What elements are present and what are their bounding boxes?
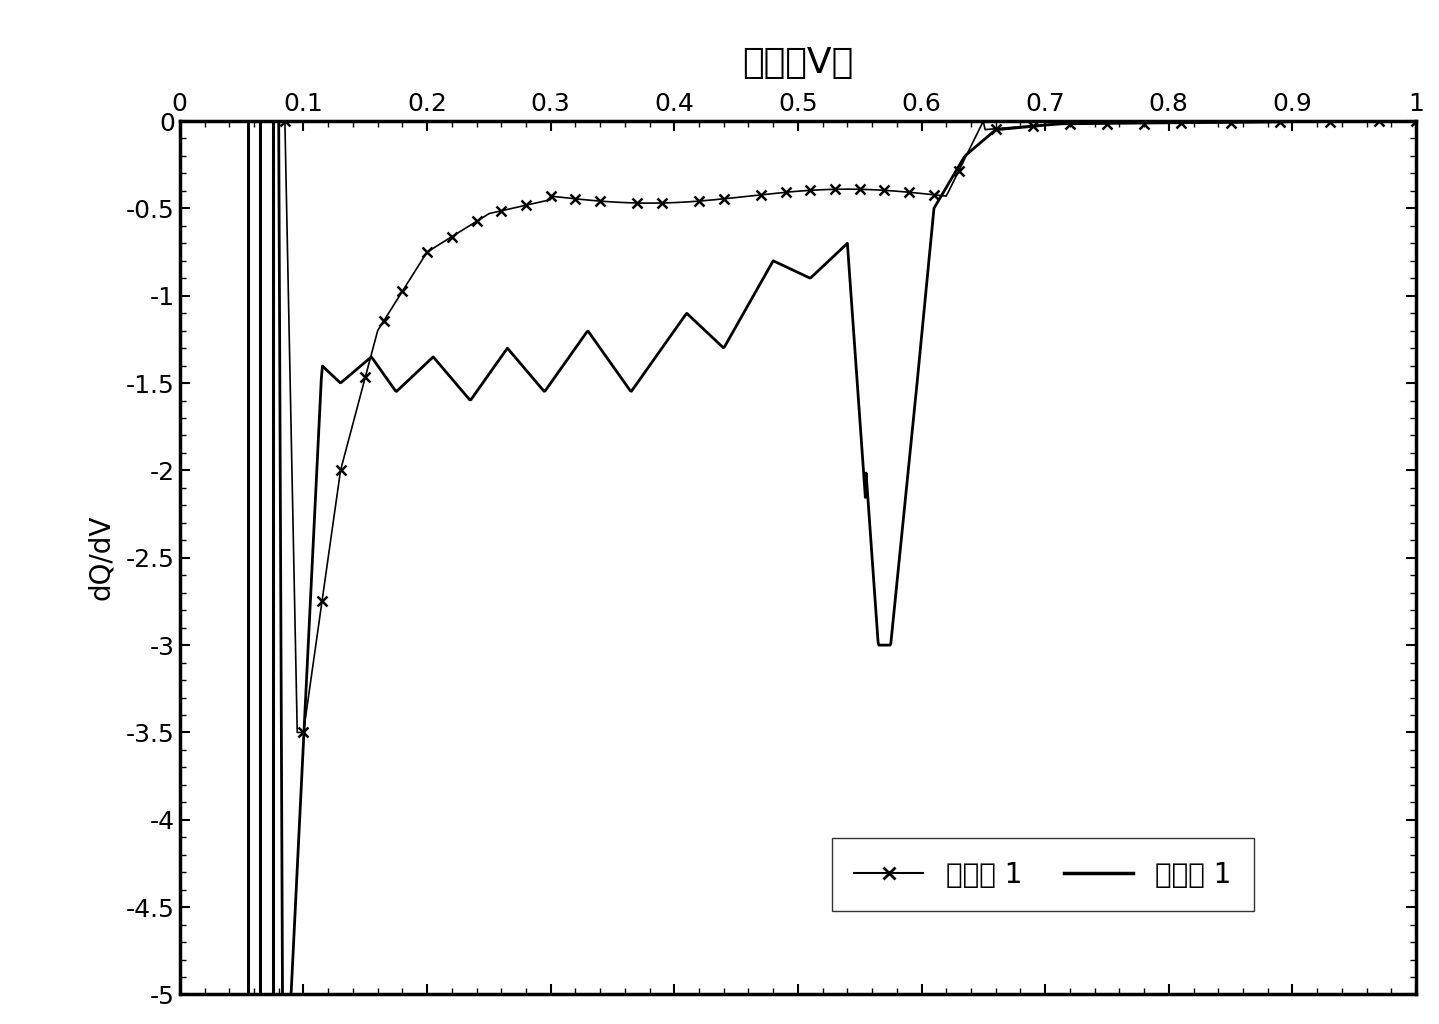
Legend: 实施例 1, 对比例 1: 实施例 1, 对比例 1 bbox=[832, 839, 1253, 910]
Y-axis label: dQ/dV: dQ/dV bbox=[86, 515, 115, 600]
Title: 电压（V）: 电压（V） bbox=[743, 46, 853, 80]
